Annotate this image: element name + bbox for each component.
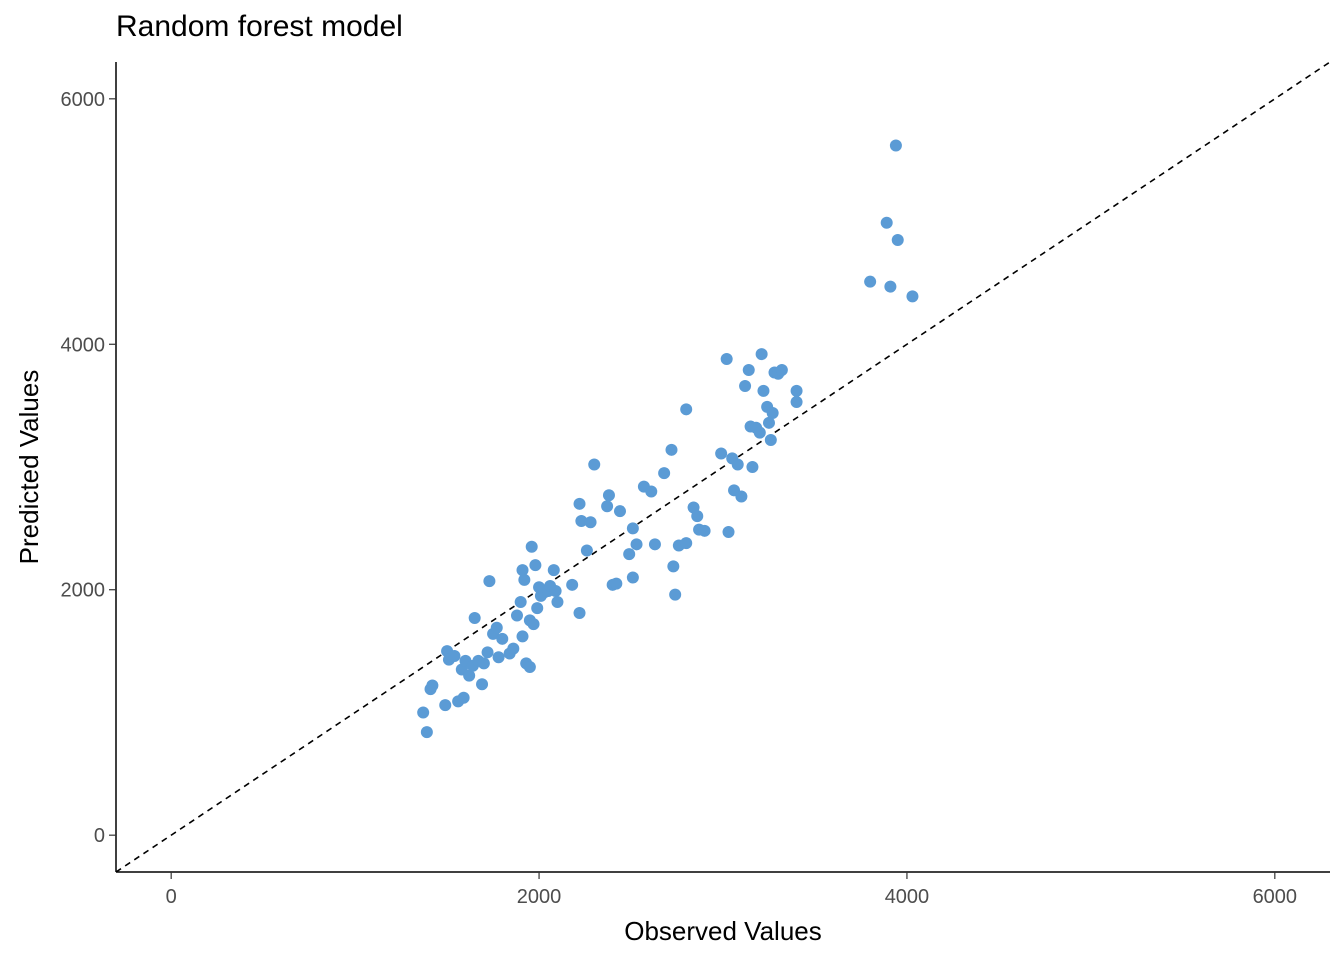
reference-line [115, 61, 1331, 873]
data-point [529, 559, 542, 572]
data-point [463, 669, 476, 682]
y-tick-label: 6000 [61, 89, 106, 111]
data-point [481, 646, 494, 659]
x-tick-label: 6000 [1253, 886, 1298, 908]
data-point [518, 573, 531, 586]
data-point [722, 526, 735, 539]
data-point [790, 395, 803, 408]
data-point [880, 216, 893, 229]
data-point [516, 630, 529, 643]
x-tick-label: 4000 [885, 886, 930, 908]
data-point [575, 515, 588, 527]
x-tick-label: 2000 [517, 886, 562, 908]
data-point [667, 560, 680, 573]
data-point [476, 678, 489, 691]
data-point [746, 461, 759, 473]
data-point [626, 522, 639, 535]
data-point [426, 679, 439, 692]
y-tick-label: 2000 [61, 580, 106, 602]
data-point [527, 618, 540, 631]
data-point [468, 611, 481, 624]
data-point [648, 538, 661, 551]
data-point [766, 407, 779, 419]
data-point [762, 416, 775, 429]
data-point [483, 575, 496, 588]
data-point [755, 348, 768, 361]
data-point [884, 280, 897, 293]
data-point [547, 564, 560, 577]
data-point [645, 485, 658, 498]
data-point [889, 139, 902, 152]
data-point [658, 467, 671, 480]
data-point [775, 364, 788, 377]
x-axis-label: Observed Values [624, 916, 822, 946]
data-point [753, 426, 766, 439]
data-point [531, 602, 544, 615]
data-point [626, 571, 639, 584]
y-tick-label: 0 [94, 825, 105, 847]
data-point [551, 596, 564, 608]
chart-title: Random forest model [116, 10, 403, 43]
data-point [623, 548, 636, 561]
data-point [516, 564, 529, 577]
data-point [580, 544, 593, 557]
data-point [764, 434, 777, 446]
data-point [523, 661, 536, 674]
data-point [492, 651, 505, 664]
data-point [739, 380, 752, 392]
data-point [588, 458, 601, 471]
data-point [477, 657, 490, 670]
data-point [602, 489, 615, 502]
data-point [731, 458, 744, 471]
data-point [891, 233, 904, 246]
data-point [790, 384, 803, 397]
data-point [864, 275, 877, 288]
data-point [720, 353, 733, 365]
data-point [665, 443, 678, 456]
data-point [906, 290, 919, 303]
y-tick-label: 4000 [61, 334, 106, 356]
data-point [420, 726, 433, 739]
data-point [680, 537, 693, 550]
data-point [573, 497, 586, 510]
data-point [698, 524, 711, 537]
data-point [630, 538, 643, 551]
data-point [613, 505, 626, 518]
data-point [610, 577, 623, 590]
data-point [417, 706, 430, 719]
data-point [735, 490, 748, 503]
data-point [514, 596, 527, 608]
data-point [601, 500, 614, 513]
data-point [448, 650, 461, 662]
data-point [584, 516, 597, 529]
data-point [457, 691, 470, 704]
data-point [742, 364, 755, 377]
data-point [439, 699, 452, 712]
data-point [573, 607, 586, 620]
data-point [490, 621, 503, 634]
data-point [680, 403, 693, 416]
data-point [549, 584, 562, 597]
data-point [566, 578, 579, 591]
data-point [496, 632, 509, 645]
x-tick-label: 0 [166, 886, 177, 908]
data-point [715, 447, 728, 460]
data-point [510, 609, 523, 622]
data-point [525, 540, 538, 553]
y-axis-label: Predicted Values [14, 370, 44, 565]
data-point [757, 384, 770, 397]
data-point [691, 510, 704, 523]
data-point [669, 588, 682, 601]
data-point [507, 642, 520, 655]
